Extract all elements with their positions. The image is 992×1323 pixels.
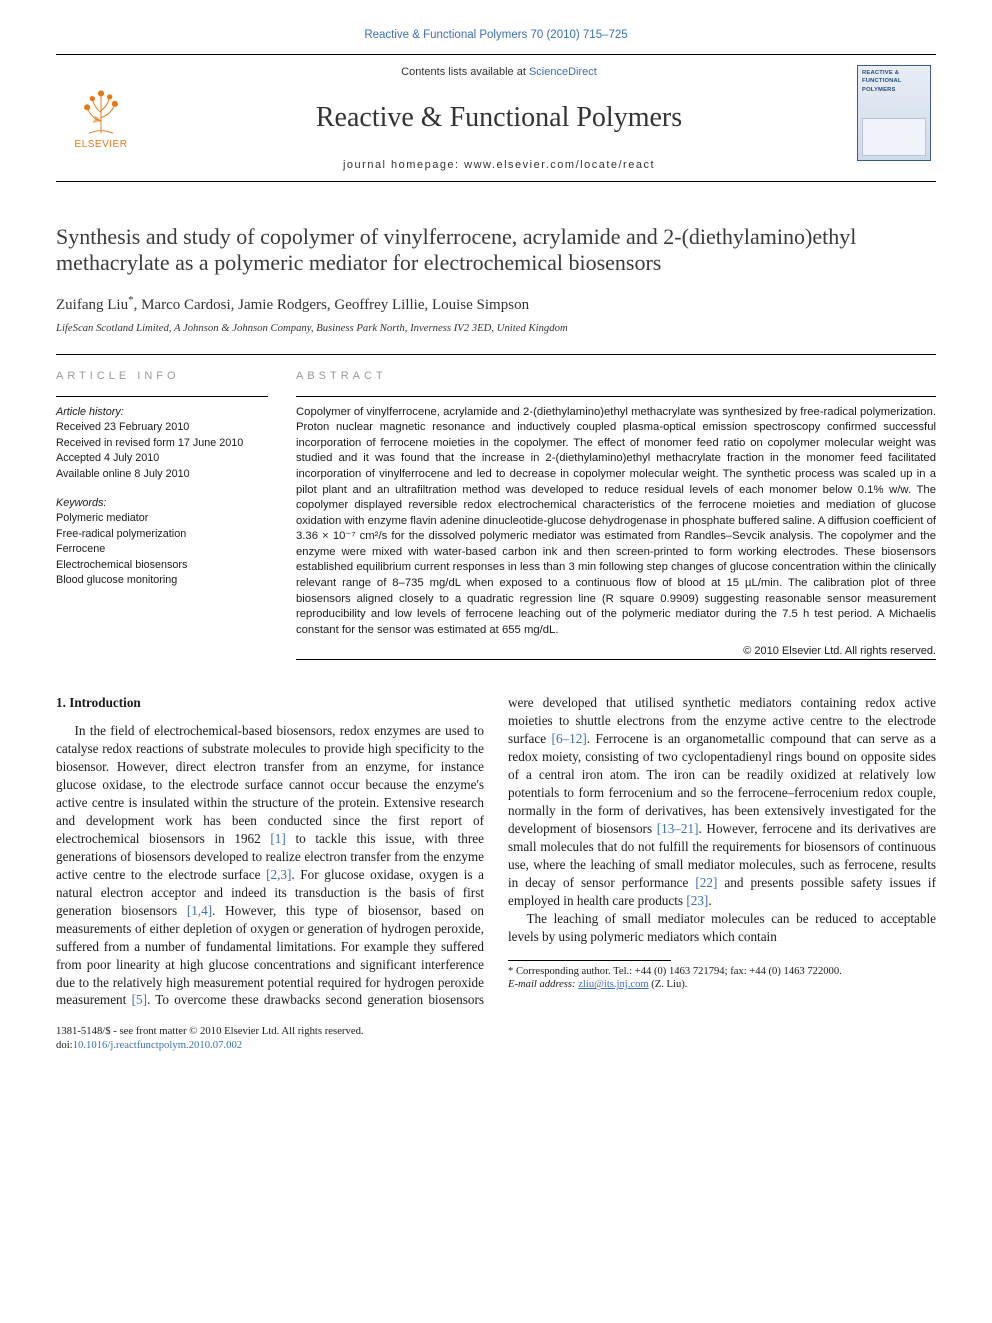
body-paragraph: In the field of electrochemical-based bi… [56,694,936,1009]
homepage-url: www.elsevier.com/locate/react [464,159,655,171]
email-label: E-mail address: [508,979,578,990]
abstract-text: Copolymer of vinylferrocene, acrylamide … [296,405,936,639]
keyword-item: Polymeric mediator [56,511,268,526]
footnote-line: E-mail address: zliu@its.jnj.com (Z. Liu… [508,978,936,992]
article-info-heading: article info [56,369,268,384]
body-text: . [708,893,711,908]
email-link[interactable]: zliu@its.jnj.com [578,979,648,990]
elsevier-logo: ELSEVIER [56,55,146,181]
doi-label: doi: [56,1039,73,1051]
body-paragraph: The leaching of small mediator molecules… [508,910,936,946]
cover-swatch [862,118,926,156]
section-heading: 1. Introduction [56,694,484,712]
elsevier-wordmark: ELSEVIER [75,138,128,152]
ref-link[interactable]: [1,4] [187,903,212,918]
contents-lists-line: Contents lists available at ScienceDirec… [401,65,597,80]
keyword-item: Blood glucose monitoring [56,573,268,588]
abstract-copyright: © 2010 Elsevier Ltd. All rights reserved… [296,644,936,659]
cover-line: REACTIVE & [862,70,926,78]
ref-link[interactable]: [23] [686,893,708,908]
ref-link[interactable]: [5] [132,992,147,1007]
cover-line: POLYMERS [862,87,926,95]
body-columns: 1. Introduction In the field of electroc… [56,694,936,1009]
abstract-rule-top [296,396,936,397]
footnote-line: * Corresponding author. Tel.: +44 (0) 14… [508,965,936,979]
history-item: Received 23 February 2010 [56,420,268,435]
affiliation: LifeScan Scotland Limited, A Johnson & J… [56,321,936,335]
info-rule [56,396,268,397]
info-abstract-row: article info Article history: Received 2… [56,354,936,668]
article-info-column: article info Article history: Received 2… [56,369,268,668]
cover-box: REACTIVE & FUNCTIONAL POLYMERS [857,65,931,161]
ref-link[interactable]: [1] [270,831,285,846]
page-footer: 1381-5148/$ - see front matter © 2010 El… [56,1025,936,1053]
front-matter-line: 1381-5148/$ - see front matter © 2010 El… [56,1025,936,1039]
ref-link[interactable]: [2,3] [266,867,291,882]
article-title: Synthesis and study of copolymer of viny… [56,224,936,278]
author-list: Zuifang Liu*, Marco Cardosi, Jamie Rodge… [56,293,936,315]
citation-line: Reactive & Functional Polymers 70 (2010)… [56,28,936,44]
history-item: Accepted 4 July 2010 [56,451,268,466]
homepage-prefix: journal homepage: [343,159,464,171]
journal-title: Reactive & Functional Polymers [316,99,682,137]
doi-link[interactable]: 10.1016/j.reactfunctpolym.2010.07.002 [73,1039,243,1051]
history-label: Article history: [56,405,268,420]
body-text: In the field of electrochemical-based bi… [56,723,484,846]
journal-header: ELSEVIER Contents lists available at Sci… [56,54,936,182]
corresponding-author-footnote: * Corresponding author. Tel.: +44 (0) 14… [508,965,936,993]
history-item: Received in revised form 17 June 2010 [56,436,268,451]
keywords-label: Keywords: [56,496,268,511]
keyword-item: Ferrocene [56,542,268,557]
contents-prefix: Contents lists available at [401,66,529,78]
email-author: (Z. Liu). [649,979,688,990]
journal-homepage-line: journal homepage: www.elsevier.com/locat… [343,158,655,173]
doi-line: doi:10.1016/j.reactfunctpolym.2010.07.00… [56,1039,936,1053]
header-center: Contents lists available at ScienceDirec… [146,55,852,181]
cover-line: FUNCTIONAL [862,78,926,86]
elsevier-tree-icon [75,83,127,135]
keyword-item: Electrochemical biosensors [56,558,268,573]
ref-link[interactable]: [13–21] [657,821,699,836]
abstract-rule-bottom [296,659,936,660]
history-item: Available online 8 July 2010 [56,467,268,482]
ref-link[interactable]: [22] [695,875,717,890]
keyword-item: Free-radical polymerization [56,527,268,542]
footnote-separator [508,960,671,961]
ref-link[interactable]: [6–12] [552,731,587,746]
sciencedirect-link[interactable]: ScienceDirect [529,66,597,78]
journal-cover-thumb: REACTIVE & FUNCTIONAL POLYMERS [852,55,936,181]
abstract-heading: abstract [296,369,936,384]
abstract-column: abstract Copolymer of vinylferrocene, ac… [296,369,936,668]
